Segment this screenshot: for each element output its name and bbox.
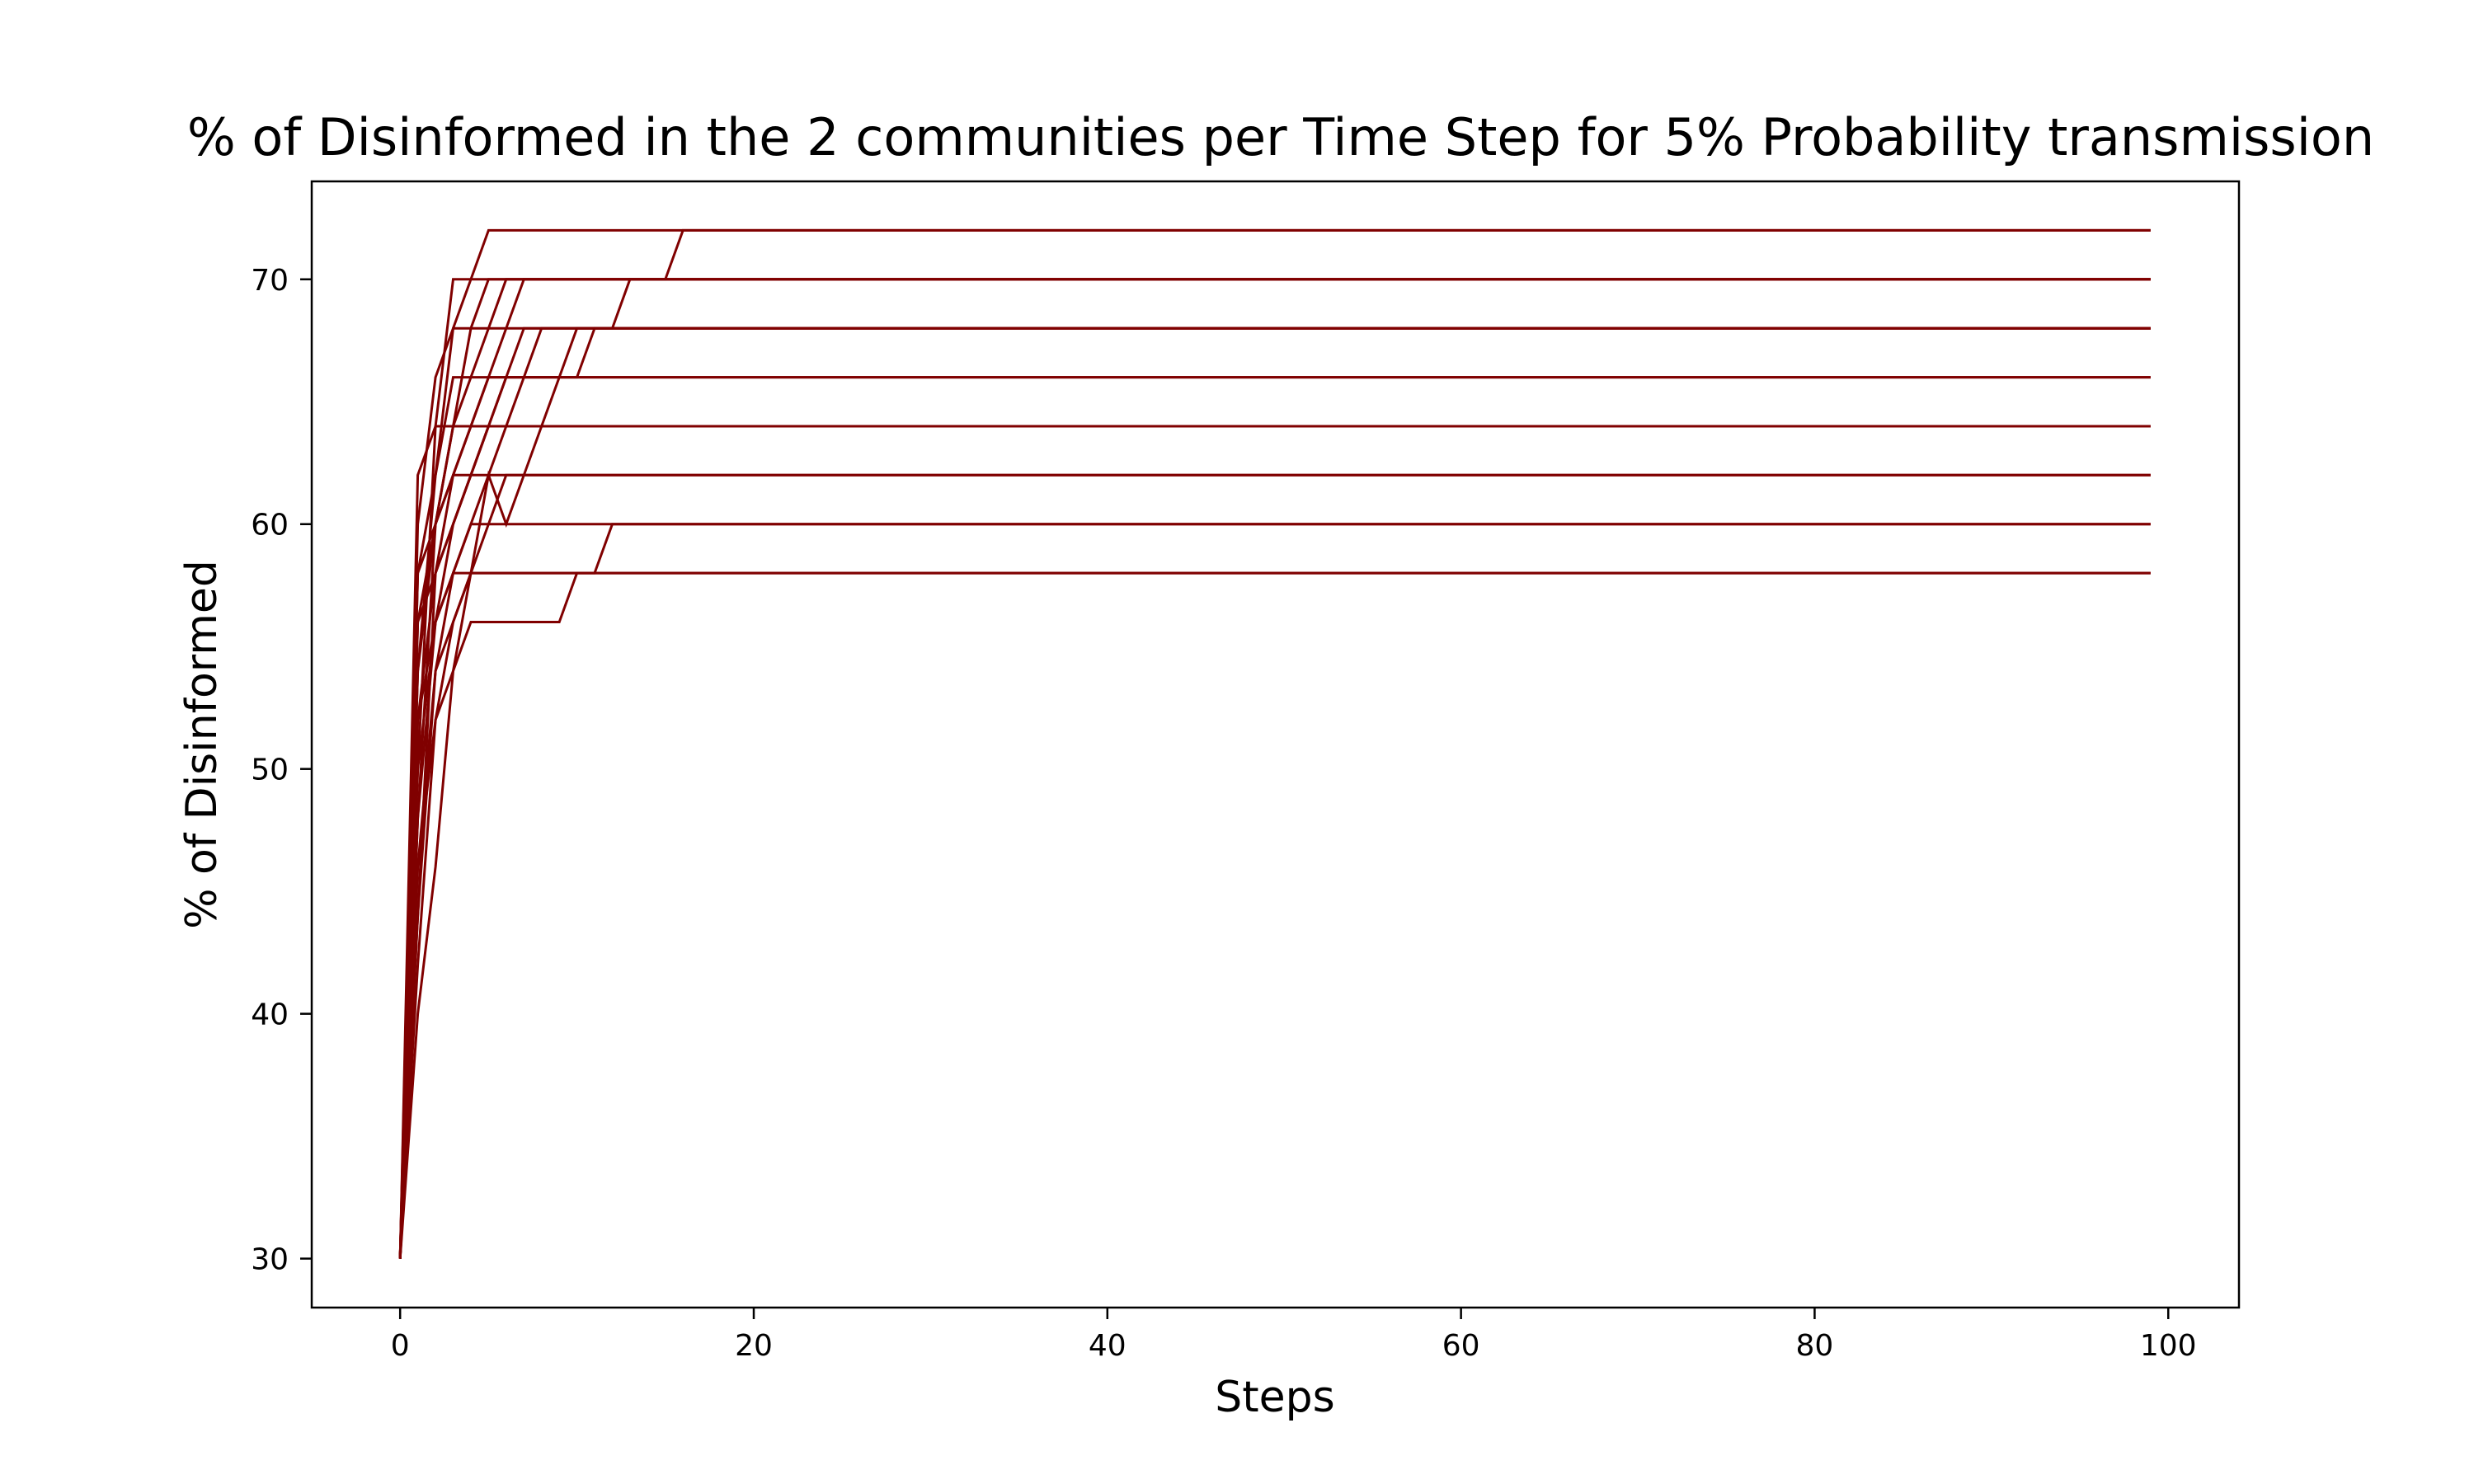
x-tick-label: 0 (391, 1329, 410, 1363)
series-line-20 (398, 571, 2151, 1259)
x-tick-label: 80 (1796, 1329, 1834, 1363)
x-axis-title: Steps (1215, 1373, 1335, 1422)
x-axis: 0 20 40 60 80 100 (391, 1308, 2197, 1363)
y-tick-label: 30 (251, 1243, 289, 1277)
series-line-17 (398, 425, 2151, 1259)
y-axis: 30 40 50 60 70 (251, 264, 312, 1277)
plot-frame (310, 180, 2241, 1309)
chart-title: % of Disinformed in the 2 communities pe… (187, 107, 2374, 167)
y-tick-label: 50 (251, 754, 289, 787)
series-line-18 (398, 473, 2151, 1259)
series-line-16 (398, 376, 2151, 1259)
y-tick-label: 40 (251, 998, 289, 1032)
y-tick-label: 70 (251, 264, 289, 298)
series-line-8 (398, 571, 2151, 1259)
y-tick-label: 60 (251, 509, 289, 542)
series-line-15 (398, 278, 2151, 1259)
x-tick-label: 40 (1089, 1329, 1126, 1363)
x-tick-label: 100 (2140, 1329, 2197, 1363)
series-line-19 (398, 523, 2151, 1259)
series-line-4 (398, 326, 2151, 1259)
x-tick-label: 20 (735, 1329, 773, 1363)
y-axis-title: % of Disinformed (177, 560, 227, 929)
series-layer (398, 228, 2151, 1259)
x-tick-label: 60 (1442, 1329, 1480, 1363)
